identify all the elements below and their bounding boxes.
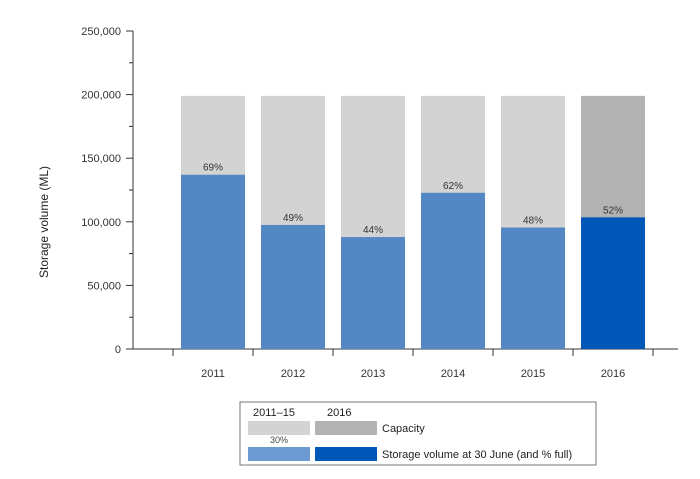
- legend-swatch-storage-2011-15: [248, 447, 310, 461]
- percent-full-label: 49%: [283, 213, 303, 224]
- x-tick-label: 2014: [441, 368, 465, 380]
- storage-bar: [581, 217, 645, 349]
- y-tick-label: 150,000: [81, 153, 121, 165]
- percent-full-label: 48%: [523, 216, 543, 227]
- x-axis: [133, 348, 678, 356]
- storage-bar: [341, 237, 405, 349]
- bars: 69% 2011 49% 2012 44% 2013 62% 2014 48% 2015 52% 20…: [181, 95, 645, 380]
- y-tick-label: 0: [115, 344, 121, 356]
- storage-bar: [501, 227, 565, 349]
- y-tick-label: 250,000: [81, 26, 121, 38]
- percent-full-label: 44%: [363, 225, 383, 236]
- storage-bar: [421, 192, 485, 349]
- legend-swatch-capacity-2016: [315, 421, 377, 435]
- legend-label-capacity: Capacity: [382, 423, 425, 435]
- x-tick-label: 2011: [201, 368, 225, 380]
- percent-full-label: 62%: [443, 181, 463, 192]
- storage-bar: [261, 224, 325, 349]
- y-tick-label: 100,000: [81, 217, 121, 229]
- storage-bar: [181, 174, 245, 349]
- x-tick-label: 2015: [521, 368, 545, 380]
- x-tick-label: 2012: [281, 368, 305, 380]
- legend-sample-percent: 30%: [270, 435, 288, 445]
- percent-full-label: 52%: [603, 205, 623, 216]
- legend-header-2016: 2016: [327, 407, 351, 419]
- legend-label-storage: Storage volume at 30 June (and % full): [382, 449, 572, 461]
- legend-swatch-capacity-2011-15: [248, 421, 310, 435]
- legend: 2011–15 2016 Capacity 30% Storage volume…: [239, 401, 597, 466]
- percent-full-label: 69%: [203, 163, 223, 174]
- y-tick-label: 200,000: [81, 90, 121, 102]
- y-axis: 0 50,000 100,000 150,000 200,000 250,000: [81, 26, 134, 356]
- x-tick-label: 2013: [361, 368, 385, 380]
- y-tick-label: 50,000: [87, 280, 121, 292]
- legend-header-2011-15: 2011–15: [253, 407, 295, 419]
- legend-swatch-storage-2016: [315, 447, 377, 461]
- x-tick-label: 2016: [601, 368, 625, 380]
- y-axis-title: Storage volume (ML): [37, 166, 51, 278]
